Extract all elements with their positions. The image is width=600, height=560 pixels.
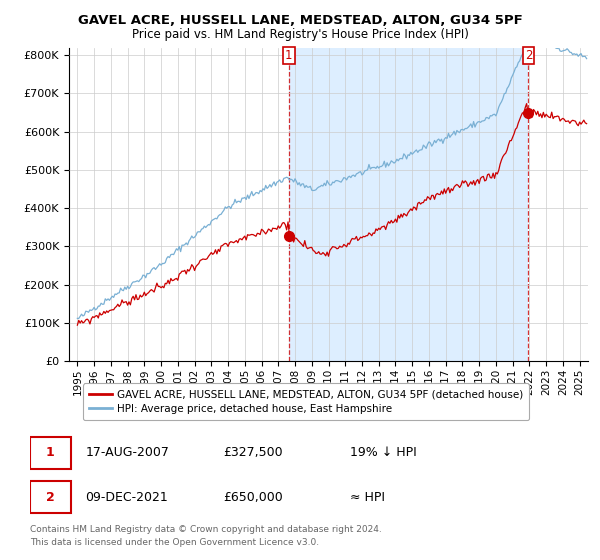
Text: 17-AUG-2007: 17-AUG-2007 (85, 446, 169, 459)
Text: 1: 1 (46, 446, 55, 459)
Text: Price paid vs. HM Land Registry's House Price Index (HPI): Price paid vs. HM Land Registry's House … (131, 28, 469, 41)
Legend: GAVEL ACRE, HUSSELL LANE, MEDSTEAD, ALTON, GU34 5PF (detached house), HPI: Avera: GAVEL ACRE, HUSSELL LANE, MEDSTEAD, ALTO… (83, 384, 529, 420)
FancyBboxPatch shape (30, 437, 71, 469)
Text: £327,500: £327,500 (223, 446, 283, 459)
Text: 09-DEC-2021: 09-DEC-2021 (85, 491, 168, 504)
Text: 1: 1 (285, 49, 293, 62)
Text: 19% ↓ HPI: 19% ↓ HPI (350, 446, 417, 459)
Text: 2: 2 (524, 49, 532, 62)
FancyBboxPatch shape (30, 481, 71, 514)
Text: 2: 2 (46, 491, 55, 504)
Text: £650,000: £650,000 (223, 491, 283, 504)
Text: GAVEL ACRE, HUSSELL LANE, MEDSTEAD, ALTON, GU34 5PF: GAVEL ACRE, HUSSELL LANE, MEDSTEAD, ALTO… (77, 14, 523, 27)
Text: ≈ HPI: ≈ HPI (350, 491, 385, 504)
Bar (289, 48, 529, 361)
Text: Contains HM Land Registry data © Crown copyright and database right 2024.
This d: Contains HM Land Registry data © Crown c… (30, 525, 382, 547)
